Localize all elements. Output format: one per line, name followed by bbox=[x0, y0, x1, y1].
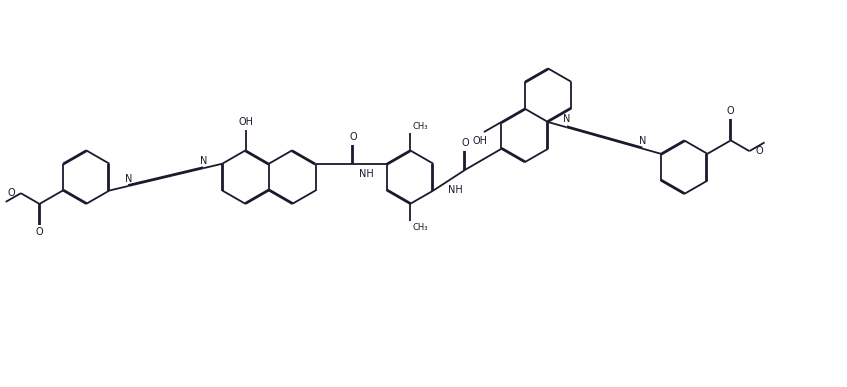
Text: CH₃: CH₃ bbox=[412, 223, 428, 232]
Text: N: N bbox=[200, 156, 208, 166]
Text: OH: OH bbox=[238, 117, 253, 127]
Text: O: O bbox=[36, 227, 43, 237]
Text: CH₃: CH₃ bbox=[412, 122, 428, 132]
Text: NH: NH bbox=[448, 185, 462, 195]
Text: N: N bbox=[639, 135, 646, 146]
Text: NH: NH bbox=[358, 169, 374, 179]
Text: N: N bbox=[125, 174, 132, 184]
Text: O: O bbox=[462, 138, 469, 148]
Text: N: N bbox=[563, 114, 570, 124]
Text: O: O bbox=[756, 146, 763, 156]
Text: OH: OH bbox=[473, 136, 487, 146]
Text: O: O bbox=[727, 106, 734, 116]
Text: O: O bbox=[7, 188, 14, 198]
Text: O: O bbox=[349, 132, 357, 142]
